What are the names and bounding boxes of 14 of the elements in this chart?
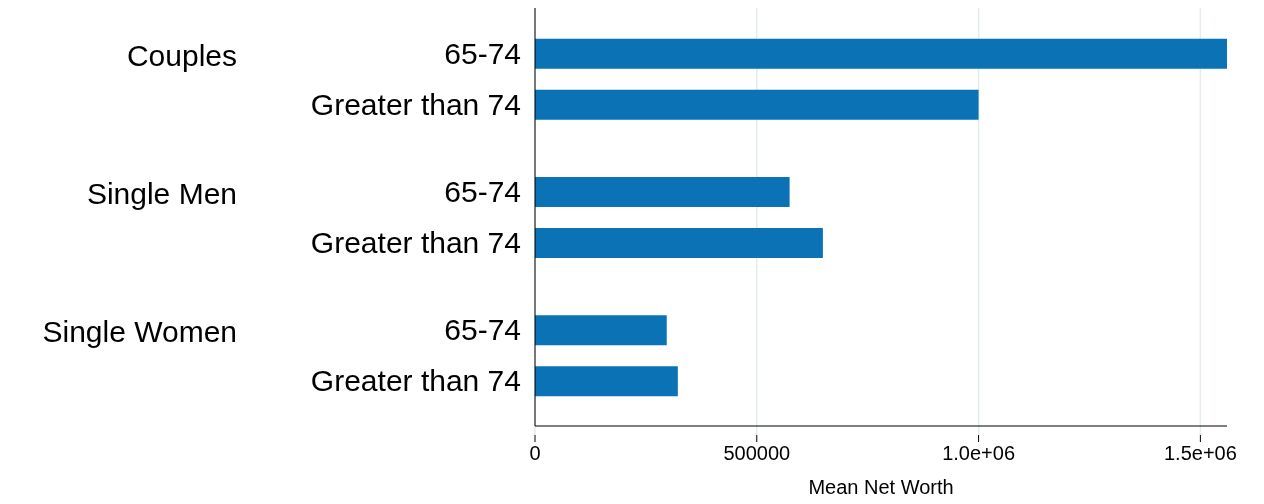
x-tick-label: 0: [529, 442, 541, 464]
x-tick-label: 1.0e+06: [942, 442, 1016, 464]
text: Single Men: [86, 176, 237, 210]
text: Couples: [126, 38, 237, 72]
y-tick-label: 65-74: [444, 313, 521, 347]
x-tick-label: 1.5e+06: [1163, 442, 1237, 464]
y-tick-label: 65-74: [444, 36, 521, 70]
x-axis-title: Mean Net Worth: [808, 476, 954, 498]
y-tick-label: 65-74: [444, 174, 521, 208]
y-tick-label: Greater than 74: [310, 226, 521, 260]
y-tick-label: Greater than 74: [310, 364, 521, 398]
y-tick-label: Greater than 74: [310, 87, 521, 121]
text: Single Women: [42, 315, 237, 349]
x-tick-label: 500000: [723, 442, 791, 464]
